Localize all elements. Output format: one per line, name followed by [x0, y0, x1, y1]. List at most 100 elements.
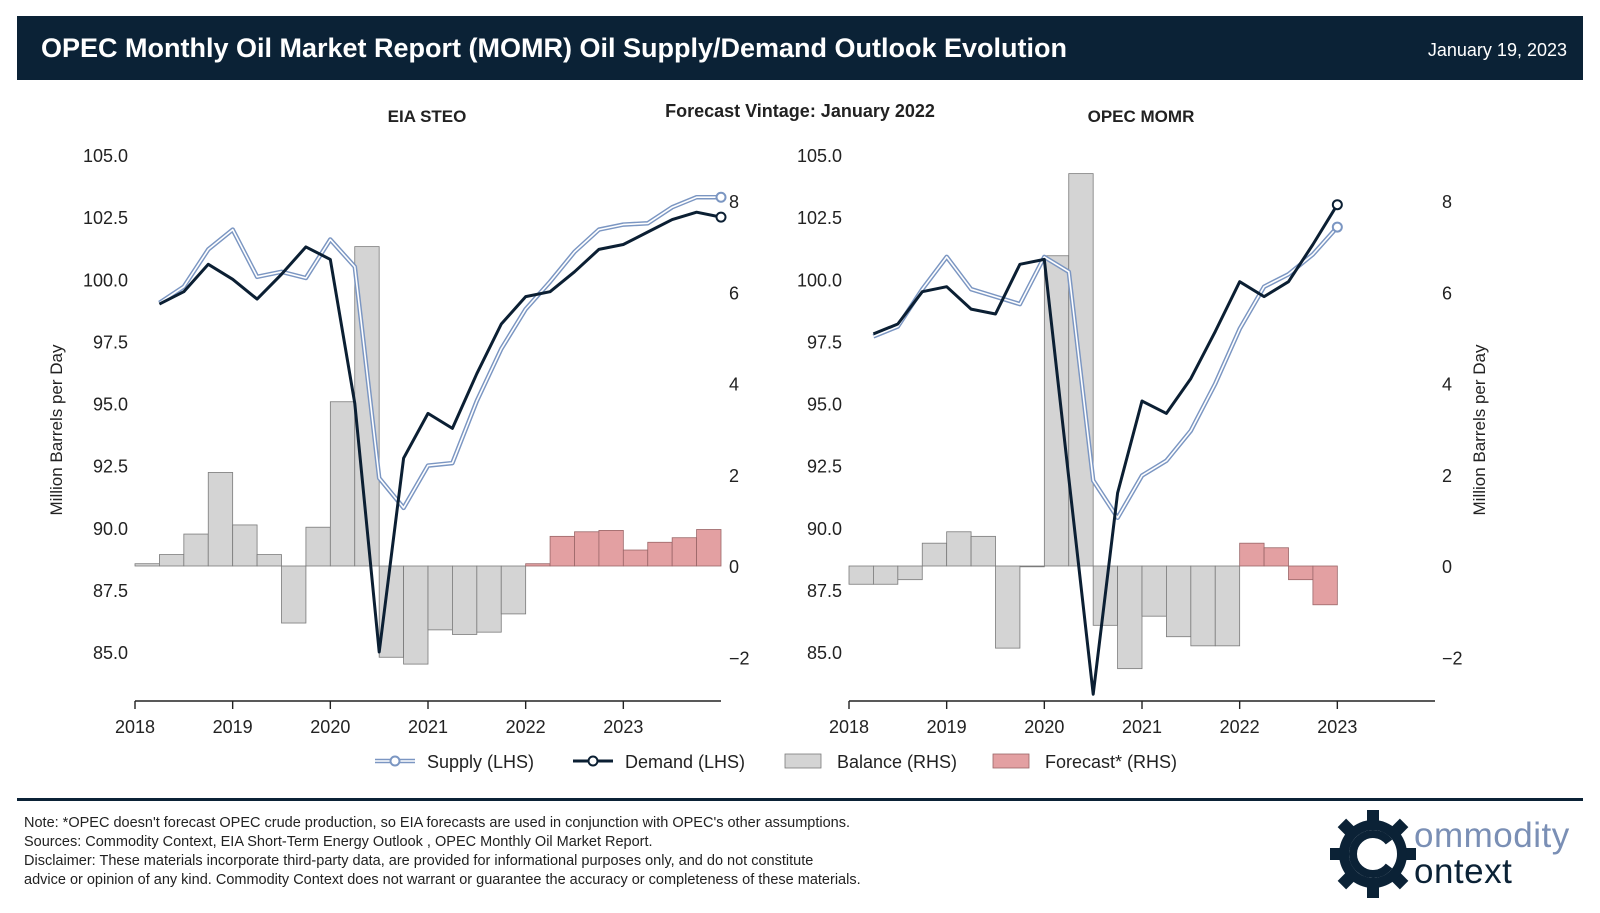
balance-bar	[207, 472, 234, 567]
legend-forecast-label: Forecast* (RHS)	[1045, 752, 1177, 772]
supply-end-marker	[1331, 221, 1343, 233]
y2-tick-label: 8	[729, 192, 739, 212]
legend-demand-label: Demand (LHS)	[625, 752, 745, 772]
footer-divider	[17, 798, 1583, 801]
chart-title: OPEC MOMR	[1088, 107, 1195, 126]
legend-balance-swatch	[784, 753, 822, 769]
supply-line-inner	[873, 226, 1338, 519]
footer-sources: Sources: Commodity Context, EIA Short-Te…	[24, 834, 653, 850]
legend-balance-label: Balance (RHS)	[837, 752, 957, 772]
y-tick-label: 95.0	[807, 395, 842, 415]
y-tick-label: 105.0	[797, 146, 842, 166]
balance-bar	[1019, 565, 1045, 568]
y2-tick-label: 6	[1442, 283, 1452, 303]
legend: Supply (LHS) Demand (LHS) Balance (RHS) For…	[375, 752, 1177, 772]
balance-bar	[848, 565, 874, 585]
x-tick-label: 2021	[408, 717, 448, 737]
supply-line-inner	[158, 196, 721, 509]
y-tick-label: 100.0	[797, 270, 842, 290]
footer-disclaimer-2: advice or opinion of any kind. Commodity…	[24, 872, 861, 888]
balance-bar	[946, 531, 972, 567]
balance-bar	[159, 554, 185, 567]
balance-bar	[232, 524, 258, 567]
y2-tick-label: 4	[729, 375, 739, 395]
legend-demand-marker	[587, 755, 599, 767]
y2-tick-label: 8	[1442, 192, 1452, 212]
header-bar: OPEC Monthly Oil Market Report (MOMR) Oi…	[17, 16, 1583, 80]
balance-bar	[183, 533, 209, 567]
y-tick-label: 90.0	[93, 519, 128, 539]
y-axis-label: Million Barrels per Day	[47, 344, 66, 515]
y2-tick-label: −2	[1442, 648, 1463, 668]
balance-bar	[452, 565, 478, 635]
chart-title: EIA STEO	[388, 107, 467, 126]
y-tick-label: 100.0	[83, 270, 128, 290]
x-tick-label: 2022	[1220, 717, 1260, 737]
forecast-bar	[622, 549, 649, 567]
chart-panel-2: OPEC MOMR 2018 2019 2020 2021 2022 2023 85.0 87.…	[797, 107, 1489, 737]
footer-note: Note: *OPEC doesn't forecast OPEC crude …	[24, 815, 850, 831]
y-tick-label: 95.0	[93, 395, 128, 415]
forecast-vintage: Forecast Vintage: January 2022	[665, 101, 935, 121]
logo-word-commodity: ommodity	[1414, 816, 1570, 855]
balance-bar	[1117, 565, 1143, 670]
y-tick-label: 85.0	[93, 643, 128, 663]
x-tick-label: 2019	[213, 717, 253, 737]
y-tick-label: 90.0	[807, 519, 842, 539]
balance-bar	[256, 554, 282, 567]
balance-bar	[921, 542, 948, 567]
y2-tick-label: 2	[729, 466, 739, 486]
footer-notes: Note: *OPEC doesn't forecast OPEC crude …	[24, 814, 1304, 890]
y-tick-label: 87.5	[807, 581, 842, 601]
balance-bar	[1141, 565, 1167, 617]
y-tick-label: 92.5	[807, 457, 842, 477]
footer-disclaimer-1: Disclaimer: These materials incorporate …	[24, 853, 814, 869]
supply-line	[158, 194, 721, 511]
demand-end-marker	[715, 211, 727, 223]
y-tick-label: 102.5	[797, 208, 842, 228]
x-tick-label: 2020	[310, 717, 350, 737]
gear-icon	[1329, 810, 1417, 898]
balance-bar	[970, 535, 996, 567]
x-tick-label: 2023	[603, 717, 643, 737]
x-tick-label: 2018	[115, 717, 155, 737]
forecast-bar	[1239, 542, 1265, 567]
demand-line	[872, 203, 1339, 696]
supply-line	[872, 225, 1339, 521]
y2-tick-label: −2	[729, 648, 750, 668]
balance-bar	[873, 565, 899, 585]
forecast-bar	[1288, 565, 1314, 581]
balance-bar	[427, 565, 453, 631]
y2-tick-label: 6	[729, 283, 739, 303]
x-tick-label: 2018	[829, 717, 869, 737]
balance-bar	[995, 565, 1021, 649]
y-tick-label: 97.5	[93, 332, 128, 352]
supply-end-marker	[715, 191, 727, 203]
legend-forecast-swatch	[992, 753, 1030, 769]
y-tick-label: 97.5	[807, 332, 842, 352]
forecast-bar	[549, 535, 575, 567]
y-tick-label: 105.0	[83, 146, 128, 166]
legend-supply-label: Supply (LHS)	[427, 752, 534, 772]
y2-tick-label: 2	[1442, 466, 1452, 486]
balance-bar	[134, 563, 160, 567]
y-tick-label: 85.0	[807, 643, 842, 663]
balance-bar	[897, 565, 923, 581]
balance-bar	[403, 565, 429, 665]
demand-line	[158, 210, 722, 654]
x-tick-label: 2020	[1024, 717, 1064, 737]
forecast-bar	[671, 537, 697, 567]
balance-bar	[281, 565, 307, 624]
balance-bar	[476, 565, 502, 633]
forecast-bar	[574, 531, 600, 567]
logo-word-context: ontext	[1414, 852, 1513, 891]
balance-bar	[500, 565, 527, 615]
y-tick-label: 92.5	[93, 457, 128, 477]
x-tick-label: 2023	[1317, 717, 1357, 737]
y2-tick-label: 4	[1442, 375, 1452, 395]
forecast-bar	[1312, 565, 1338, 606]
y2-axis-label: Million Barrels per Day	[1470, 344, 1489, 515]
legend-supply-marker	[389, 755, 401, 767]
balance-bar	[1214, 565, 1241, 647]
